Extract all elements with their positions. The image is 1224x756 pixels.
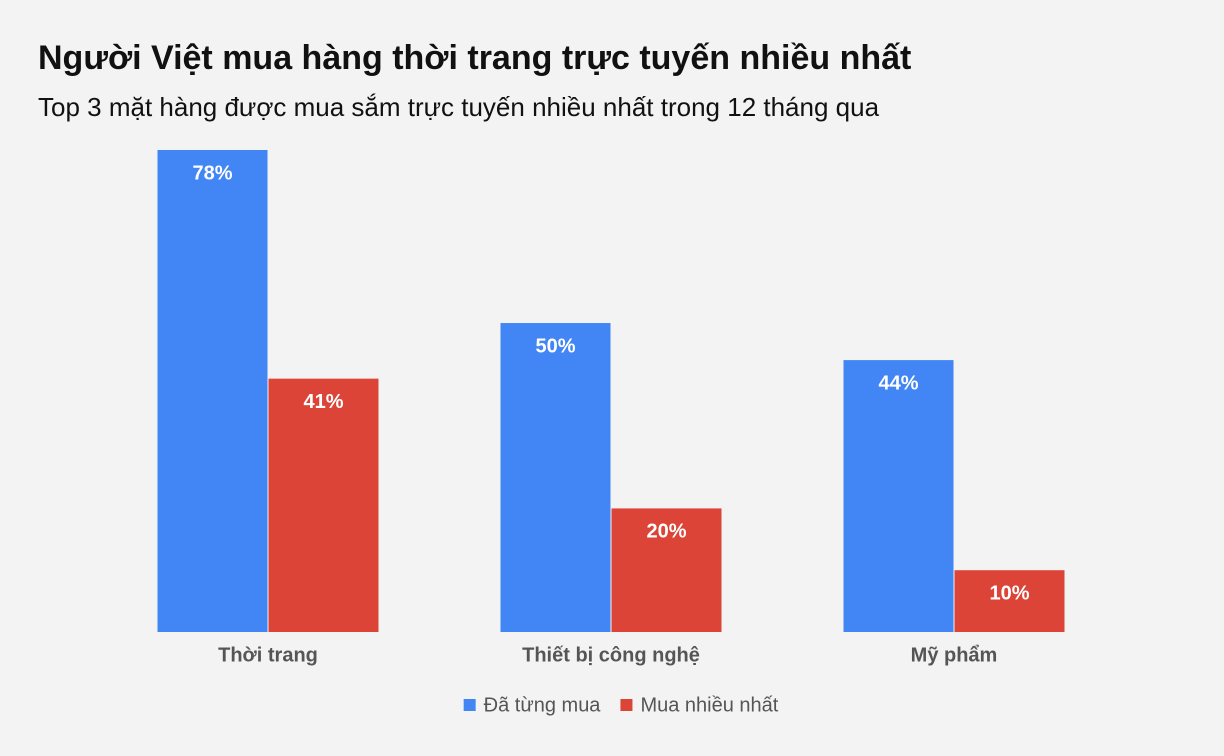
bar [500, 323, 611, 632]
value-label: 50% [535, 335, 575, 357]
value-label: 41% [303, 391, 343, 413]
value-label: 20% [646, 521, 686, 543]
x-tick-label: Mỹ phẩm [911, 644, 998, 666]
x-tick-label: Thiết bị công nghệ [522, 644, 700, 666]
bar [843, 360, 954, 632]
value-label: 78% [192, 162, 232, 184]
value-label: 10% [989, 582, 1029, 604]
bar [611, 508, 722, 632]
legend-label: Mua nhiều nhất [640, 694, 778, 716]
chart-subtitle: Top 3 mặt hàng được mua sắm trực tuyến n… [38, 92, 880, 122]
x-tick-label: Thời trang [218, 644, 318, 666]
chart-title: Người Việt mua hàng thời trang trực tuyế… [38, 39, 911, 77]
bar [954, 570, 1065, 632]
value-label: 44% [878, 372, 918, 394]
legend-swatch [463, 699, 476, 711]
bar [157, 150, 268, 632]
legend-label: Đã từng mua [484, 694, 602, 716]
bar [268, 378, 379, 632]
legend-swatch [620, 699, 633, 711]
